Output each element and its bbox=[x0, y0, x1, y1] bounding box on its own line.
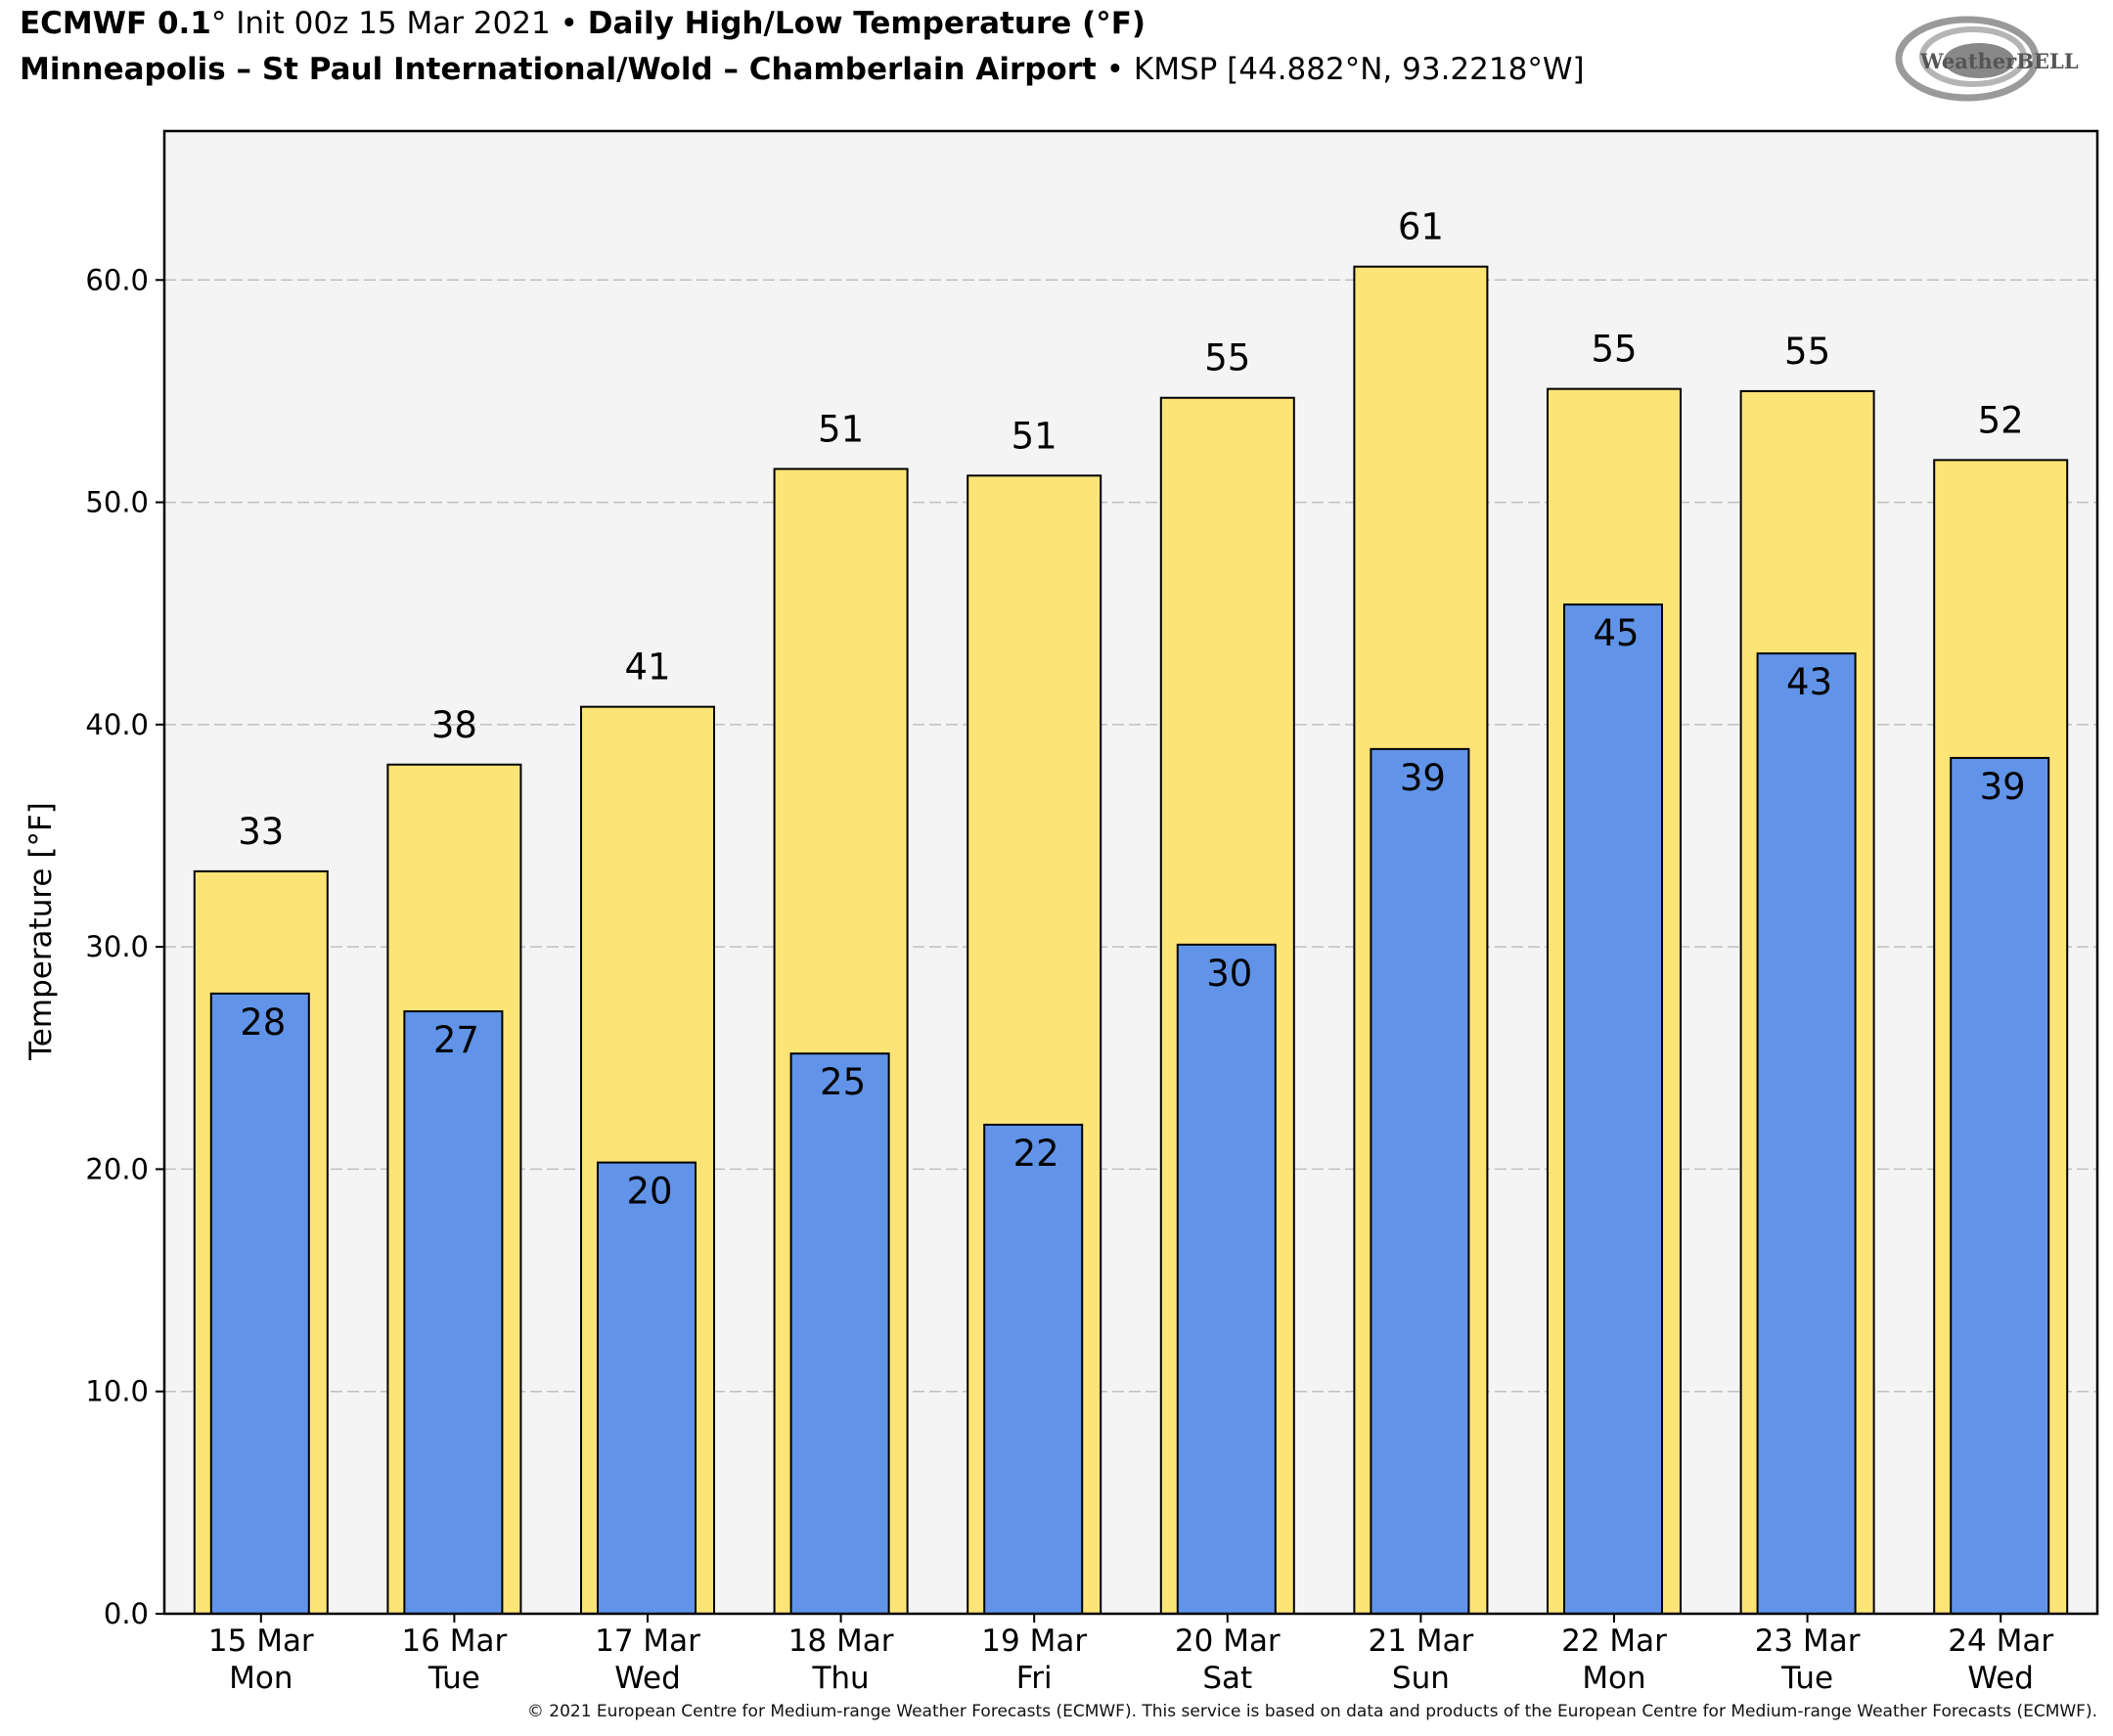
low-value-label: 25 bbox=[820, 1061, 866, 1103]
x-tick-label-day: Wed bbox=[1967, 1661, 2034, 1696]
x-tick-label-day: Sat bbox=[1202, 1661, 1252, 1696]
low-bar bbox=[597, 1161, 697, 1615]
low-bar bbox=[209, 992, 310, 1615]
logo-text: WeatherBELL bbox=[1919, 49, 2079, 73]
y-tick-label: 10.0 bbox=[85, 1375, 149, 1408]
low-value-label: 30 bbox=[1206, 953, 1252, 995]
x-tick-label-day: Mon bbox=[229, 1661, 292, 1696]
weatherbell-logo: WeatherBELL bbox=[1895, 16, 2079, 102]
y-tick-label: 30.0 bbox=[85, 930, 149, 963]
x-tick-label-day: Fri bbox=[1016, 1661, 1053, 1696]
high-value-label: 51 bbox=[818, 408, 864, 450]
x-tick-label-day: Thu bbox=[811, 1661, 869, 1696]
x-tick-label-day: Tue bbox=[1780, 1661, 1833, 1696]
y-tick-label: 50.0 bbox=[85, 486, 149, 519]
x-tick-label-day: Sun bbox=[1392, 1661, 1450, 1696]
y-axis-label: Temperature [°F] bbox=[23, 802, 59, 1061]
separator-bullet-2: • bbox=[1105, 52, 1124, 87]
low-value-label: 27 bbox=[433, 1019, 479, 1061]
x-tick-label-date: 21 Mar bbox=[1369, 1624, 1474, 1659]
low-value-label: 22 bbox=[1013, 1133, 1059, 1175]
x-tick-label-date: 22 Mar bbox=[1561, 1624, 1667, 1659]
x-tick-label-date: 15 Mar bbox=[208, 1624, 314, 1659]
high-value-label: 55 bbox=[1204, 337, 1250, 379]
high-value-label: 55 bbox=[1591, 329, 1637, 371]
low-bar bbox=[1176, 943, 1277, 1615]
low-bar bbox=[1950, 756, 2050, 1615]
x-tick-label-date: 24 Mar bbox=[1948, 1624, 2053, 1659]
x-tick-label-day: Tue bbox=[427, 1661, 480, 1696]
y-tick-label: 40.0 bbox=[85, 708, 149, 741]
low-bar bbox=[983, 1123, 1084, 1615]
high-value-label: 38 bbox=[431, 704, 477, 746]
station-name: Minneapolis – St Paul International/Wold… bbox=[20, 52, 1097, 87]
high-value-label: 55 bbox=[1784, 331, 1830, 373]
model-degree: ° bbox=[210, 6, 227, 41]
high-value-label: 33 bbox=[238, 811, 284, 853]
high-value-label: 51 bbox=[1012, 415, 1057, 457]
low-value-label: 39 bbox=[1980, 766, 2026, 808]
y-tick-label: 60.0 bbox=[85, 263, 149, 296]
y-tick-label: 20.0 bbox=[85, 1152, 149, 1185]
station-code: KMSP [44.882°N, 93.2218°W] bbox=[1133, 52, 1585, 87]
low-value-label: 20 bbox=[626, 1171, 672, 1213]
x-tick-label-date: 16 Mar bbox=[402, 1624, 508, 1659]
low-value-label: 39 bbox=[1400, 757, 1446, 799]
x-tick-label-date: 20 Mar bbox=[1175, 1624, 1281, 1659]
separator-bullet: • bbox=[560, 6, 578, 41]
init-time: Init 00z 15 Mar 2021 bbox=[236, 6, 551, 41]
x-tick-label-date: 18 Mar bbox=[788, 1624, 894, 1659]
x-tick-label-day: Wed bbox=[614, 1661, 681, 1696]
x-tick-label-date: 23 Mar bbox=[1755, 1624, 1861, 1659]
low-bar bbox=[1563, 603, 1663, 1615]
model-name: ECMWF 0.1 bbox=[20, 6, 211, 41]
product-title: Daily High/Low Temperature (°F) bbox=[587, 6, 1146, 41]
low-bar bbox=[1370, 747, 1470, 1615]
high-value-label: 41 bbox=[624, 646, 670, 689]
plot-frame bbox=[162, 129, 2099, 1616]
low-value-label: 28 bbox=[240, 1002, 286, 1044]
header-line-1: ECMWF 0.1° Init 00z 15 Mar 2021 • Daily … bbox=[20, 6, 1146, 41]
low-value-label: 45 bbox=[1593, 612, 1639, 654]
header-line-2: Minneapolis – St Paul International/Wold… bbox=[20, 52, 1585, 87]
low-bar bbox=[789, 1052, 890, 1615]
x-tick-label-day: Mon bbox=[1582, 1661, 1645, 1696]
low-bar bbox=[403, 1010, 504, 1615]
y-tick-label: 0.0 bbox=[104, 1597, 149, 1630]
low-bar bbox=[1756, 652, 1857, 1615]
high-value-label: 52 bbox=[1978, 399, 2024, 441]
low-value-label: 43 bbox=[1786, 661, 1832, 703]
copyright-footer: © 2021 European Centre for Medium-range … bbox=[526, 1702, 2097, 1721]
x-tick-label-date: 19 Mar bbox=[981, 1624, 1087, 1659]
x-tick-label-date: 17 Mar bbox=[595, 1624, 700, 1659]
high-value-label: 61 bbox=[1398, 206, 1444, 248]
